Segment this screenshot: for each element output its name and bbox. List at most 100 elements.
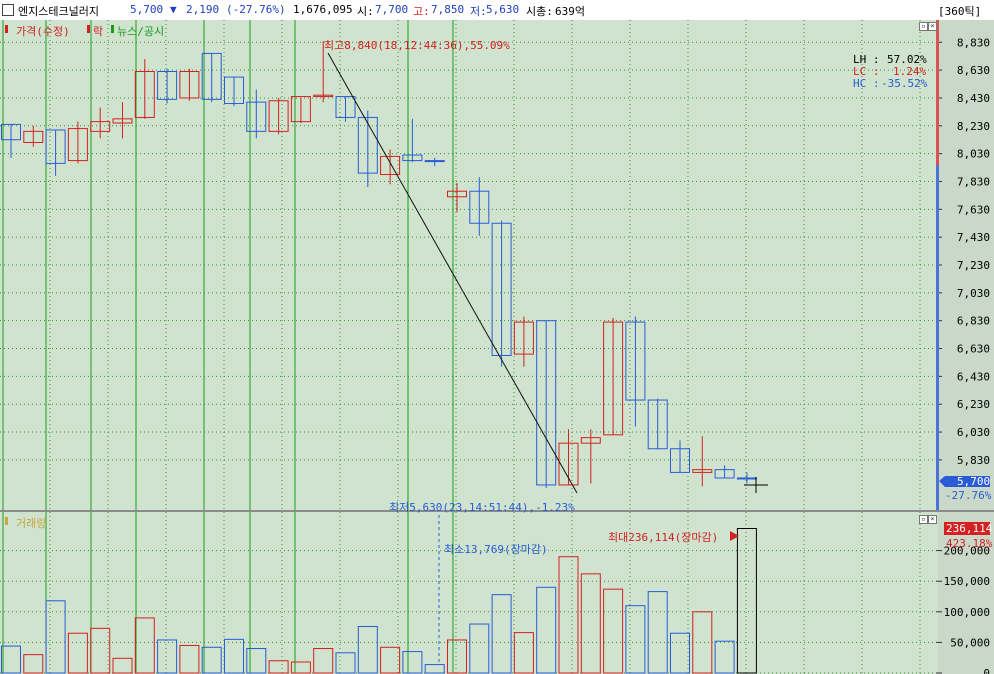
- news-legend-marker: [111, 25, 114, 33]
- price-tick-label: 8,230: [957, 120, 990, 133]
- max-price-annotation: 최고8,840(18,12:44:36),55.09%: [324, 39, 510, 52]
- volume-tick-label: 100,000: [944, 606, 990, 619]
- low-label: 저:: [470, 5, 487, 18]
- volume-panel-close-button[interactable]: ×: [928, 515, 937, 524]
- candle-body: [380, 155, 401, 176]
- volume-bar: [714, 640, 735, 674]
- lh-label: LH :: [853, 53, 880, 66]
- volume-tick-label: 0: [983, 667, 990, 674]
- price-tick-label: 6,830: [957, 315, 990, 328]
- price-tick-label: 7,230: [957, 259, 990, 272]
- candle-body: [335, 96, 356, 118]
- volume-panel-bg: [0, 512, 938, 674]
- price-panel-close-button[interactable]: ×: [928, 22, 937, 31]
- volume-bar: [201, 646, 222, 674]
- volume-bar: [692, 611, 713, 674]
- rak-legend[interactable]: 락: [93, 25, 104, 38]
- current-price: 5,700: [130, 3, 164, 16]
- price-panel-minimize-button[interactable]: ▫: [919, 22, 928, 31]
- volume-bar: [134, 617, 155, 674]
- volume-bar: [45, 600, 66, 674]
- candle-body: [469, 190, 490, 224]
- high-label: 고:: [413, 5, 430, 18]
- low-price: 5,630: [486, 3, 520, 16]
- stock-name[interactable]: 엔지스테크널러지: [18, 5, 99, 18]
- select-checkbox[interactable]: [2, 4, 14, 16]
- tick-interval-button[interactable]: [360틱]: [938, 5, 982, 18]
- trade-volume: 1,676,095: [293, 3, 353, 16]
- volume-bar: [402, 651, 423, 674]
- current-volume-pct: 423.18%: [946, 537, 993, 550]
- candle-body: [201, 52, 222, 100]
- hc-label: HC :: [853, 77, 880, 90]
- price-tick-label: 8,430: [957, 92, 990, 105]
- volume-panel-minimize-button[interactable]: ▫: [919, 515, 928, 524]
- price-tick-label: 6,230: [957, 398, 990, 411]
- volume-bar: [179, 644, 200, 674]
- candle-body: [692, 469, 713, 473]
- volume-bar: [469, 623, 490, 674]
- hc-value: -35.52%: [881, 77, 928, 90]
- open-label: 시:: [357, 5, 374, 18]
- volume-bar: [357, 625, 378, 674]
- price-legend[interactable]: 가격(수정): [16, 25, 70, 38]
- volume-bar: [625, 605, 646, 674]
- price-tick-label: 6,430: [957, 370, 990, 383]
- volume-legend[interactable]: 거래량: [16, 517, 47, 530]
- volume-legend-marker: [5, 517, 8, 525]
- candle-body: [224, 76, 244, 105]
- price-change-pct: (-27.76%): [226, 3, 286, 16]
- volume-bar: [670, 632, 690, 674]
- price-axis-bg: [938, 20, 994, 510]
- volume-axis-bg: [938, 512, 994, 674]
- lh-value: 57.02%: [887, 53, 927, 66]
- candle-body: [67, 128, 88, 162]
- axis-up-strip: [936, 20, 939, 165]
- volume-bar: [90, 627, 111, 674]
- candle-body: [491, 222, 512, 356]
- candle-body: [580, 437, 601, 444]
- candle-body: [357, 116, 378, 174]
- candle-body: [268, 100, 289, 132]
- candle-body: [447, 190, 467, 198]
- candle-body: [134, 71, 155, 118]
- candle-body: [714, 469, 735, 479]
- candle-body: [112, 118, 133, 124]
- volume-bar: [313, 648, 334, 674]
- candle-body: [647, 399, 668, 450]
- volume-bar: [736, 527, 757, 674]
- volume-bar: [491, 594, 512, 674]
- volume-bar: [224, 638, 244, 674]
- news-legend[interactable]: 뉴스/공시: [117, 25, 165, 38]
- price-tick-label: 6,030: [957, 426, 990, 439]
- open-price: 7,700: [375, 3, 409, 16]
- candle-body: [246, 101, 267, 132]
- price-tick-label: 8,030: [957, 148, 990, 161]
- volume-bar: [23, 654, 44, 674]
- rak-legend-marker: [87, 25, 90, 33]
- volume-bar: [112, 657, 133, 674]
- volume-bar: [67, 632, 88, 674]
- volume-bar: [536, 586, 557, 674]
- min-volume-annotation: 최소13,769(장마감): [444, 543, 548, 556]
- volume-tick-label: 50,000: [950, 636, 990, 649]
- price-tick-label: 7,030: [957, 287, 990, 300]
- volume-bar: [647, 591, 668, 674]
- candle-body: [558, 442, 579, 486]
- candle-body: [23, 130, 44, 143]
- price-tick-label: 7,430: [957, 231, 990, 244]
- price-tick-label: 8,630: [957, 64, 990, 77]
- volume-bar: [513, 632, 534, 674]
- volume-bar: [380, 646, 401, 674]
- volume-bar: [447, 639, 467, 674]
- trend-line[interactable]: [327, 52, 578, 494]
- lc-label: LC :: [853, 65, 880, 78]
- price-tick-label: 6,630: [957, 343, 990, 356]
- axis-down-strip: [936, 165, 939, 510]
- candle-body: [625, 321, 646, 401]
- price-change: 2,190: [186, 3, 220, 16]
- volume-bar: [424, 664, 445, 674]
- max-volume-annotation: 최대236,114(장마감): [608, 531, 719, 544]
- candle-body: [402, 154, 423, 162]
